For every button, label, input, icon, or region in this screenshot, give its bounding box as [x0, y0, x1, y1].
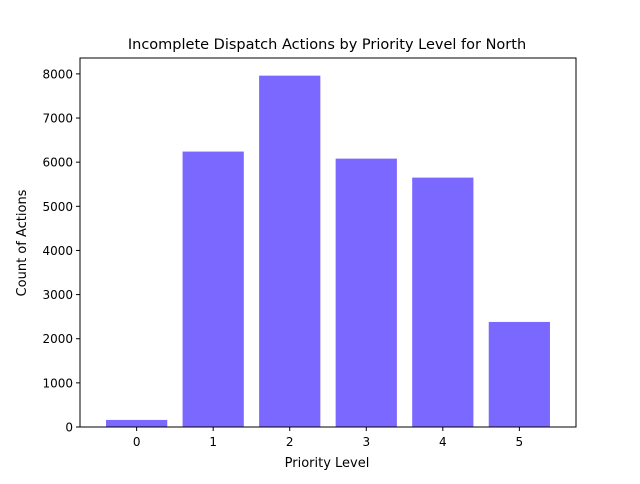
x-axis: 0 1 2 3 4 5: [133, 427, 523, 449]
x-tick-label: 4: [439, 435, 447, 449]
bars-group: [106, 75, 550, 428]
y-axis-label: Count of Actions: [15, 189, 30, 296]
x-tick-label: 0: [133, 435, 141, 449]
x-tick-label: 3: [362, 435, 370, 449]
y-tick-label: 0: [65, 421, 73, 435]
y-tick-label: 6000: [42, 156, 73, 170]
y-tick-label: 1000: [42, 376, 73, 390]
x-tick-label: 1: [209, 435, 217, 449]
y-tick-label: 7000: [42, 112, 73, 126]
bar-5: [488, 321, 550, 427]
bar-0: [106, 419, 168, 427]
y-tick-label: 2000: [42, 332, 73, 346]
bar-3: [335, 158, 397, 428]
y-tick-label: 3000: [42, 288, 73, 302]
x-tick-label: 5: [516, 435, 524, 449]
plot-frame: [79, 57, 577, 428]
bar-4: [412, 177, 474, 427]
chart-title: Incomplete Dispatch Actions by Priority …: [128, 37, 526, 53]
y-tick-label: 8000: [42, 67, 73, 81]
bar-2: [259, 75, 321, 427]
y-tick-label: 5000: [42, 200, 73, 214]
x-axis-label: Priority Level: [285, 456, 370, 471]
y-tick-label: 4000: [42, 244, 73, 258]
x-tick-label: 2: [286, 435, 294, 449]
plot-area: [79, 57, 577, 428]
bar-1: [182, 151, 244, 427]
y-axis: 0 1000 2000 3000 4000 5000 6000 7000 8000: [42, 67, 80, 435]
